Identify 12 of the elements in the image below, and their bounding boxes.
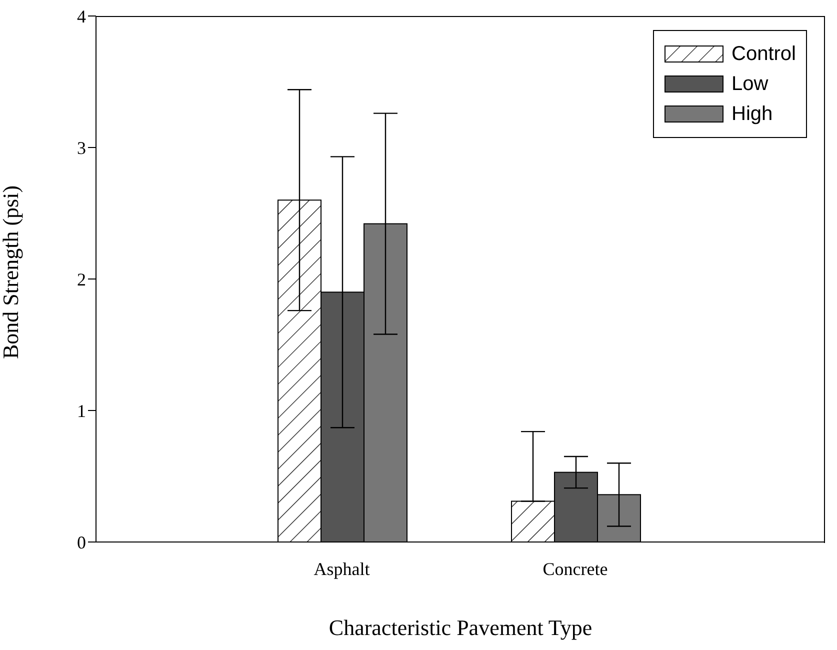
y-tick-label: 4 [77, 6, 86, 26]
x-axis-title: Characteristic Pavement Type [328, 615, 592, 640]
y-tick-label: 1 [77, 400, 86, 421]
legend-label: Low [732, 72, 768, 96]
legend-label: High [732, 102, 773, 126]
y-axis-title: Bond Strength (psi) [0, 185, 23, 359]
y-tick-label: 0 [77, 532, 86, 552]
y-tick-label: 3 [77, 138, 86, 158]
x-tick-label: Asphalt [314, 558, 370, 579]
x-tick-label: Concrete [542, 558, 608, 579]
y-tick-label: 2 [77, 269, 86, 290]
legend-label: Control [732, 42, 796, 66]
